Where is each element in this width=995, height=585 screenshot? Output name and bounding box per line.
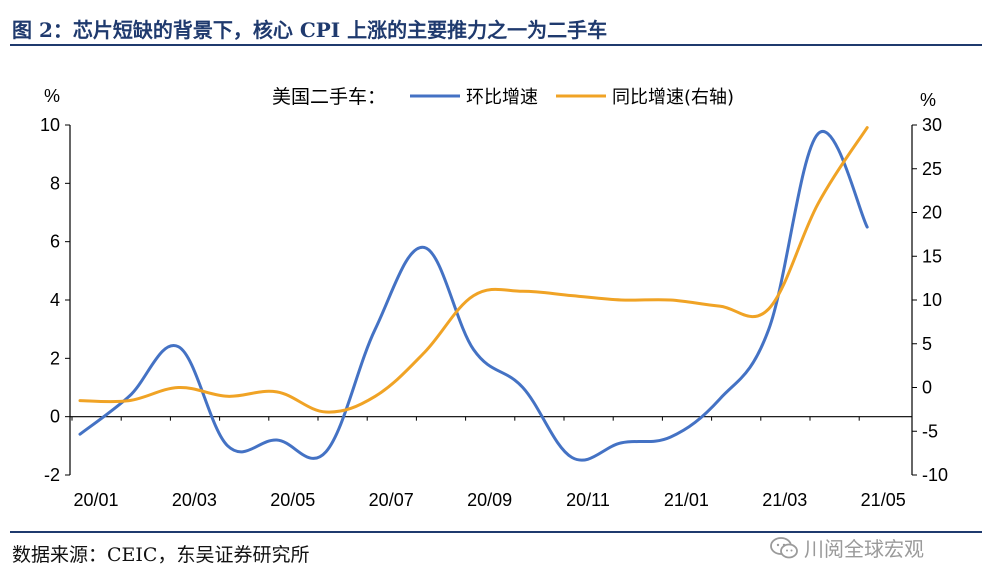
series-line-1 <box>78 129 869 462</box>
right-tick-label: 20 <box>922 203 942 223</box>
right-axis-unit: % <box>920 90 936 110</box>
left-tick-label: 10 <box>40 115 60 135</box>
source-rule <box>10 531 982 533</box>
x-tick-label: 21/05 <box>861 490 906 510</box>
source-note: 数据来源：CEIC，东吴证券研究所 <box>12 544 310 566</box>
chart-lines <box>78 126 869 462</box>
title-rule <box>10 44 982 46</box>
chart-axes: -2 0 2 4 6 8 10% -10 -5 0 5 10 15 20 25 30% 20/01 20/03 20… <box>40 86 948 510</box>
chart-legend: 美国二手车： 环比增速 同比增速(右轴) <box>272 86 734 108</box>
left-tick-label: 8 <box>50 173 60 193</box>
x-tick-label: 20/05 <box>270 490 315 510</box>
legend-title: 美国二手车： <box>272 86 386 108</box>
x-tick-label: 20/11 <box>566 490 610 510</box>
right-tick-label: -5 <box>922 421 938 441</box>
series-line-2 <box>78 126 869 414</box>
left-tick-label: 4 <box>50 290 60 310</box>
x-tick-label: 20/03 <box>172 490 217 510</box>
right-tick-label: 15 <box>922 246 942 266</box>
left-tick-label: -2 <box>44 465 60 485</box>
right-tick-label: 5 <box>922 334 932 354</box>
right-tick-label: 25 <box>922 159 942 179</box>
left-tick-label: 2 <box>50 348 60 368</box>
right-tick-label: 0 <box>922 378 932 398</box>
x-tick-label: 20/09 <box>467 490 512 510</box>
x-tick-label: 20/01 <box>73 490 118 510</box>
left-axis-unit: % <box>44 86 60 106</box>
x-tick-label: 21/01 <box>664 490 709 510</box>
legend-label-2: 同比增速(右轴) <box>612 87 734 108</box>
right-tick-label: 30 <box>922 115 942 135</box>
right-tick-label: 10 <box>922 290 942 310</box>
x-tick-label: 20/07 <box>369 490 414 510</box>
right-tick-label: -10 <box>922 465 948 485</box>
wechat-icon <box>770 536 798 558</box>
watermark: 川阅全球宏观 <box>770 533 924 562</box>
left-tick-label: 6 <box>50 232 60 252</box>
watermark-text: 川阅全球宏观 <box>804 537 924 561</box>
figure-title: 图 2：芯片短缺的背景下，核心 CPI 上涨的主要推力之一为二手车 <box>12 18 608 42</box>
x-tick-label: 21/03 <box>762 490 807 510</box>
left-tick-label: 0 <box>50 407 60 427</box>
legend-label-1: 环比增速 <box>466 87 538 108</box>
